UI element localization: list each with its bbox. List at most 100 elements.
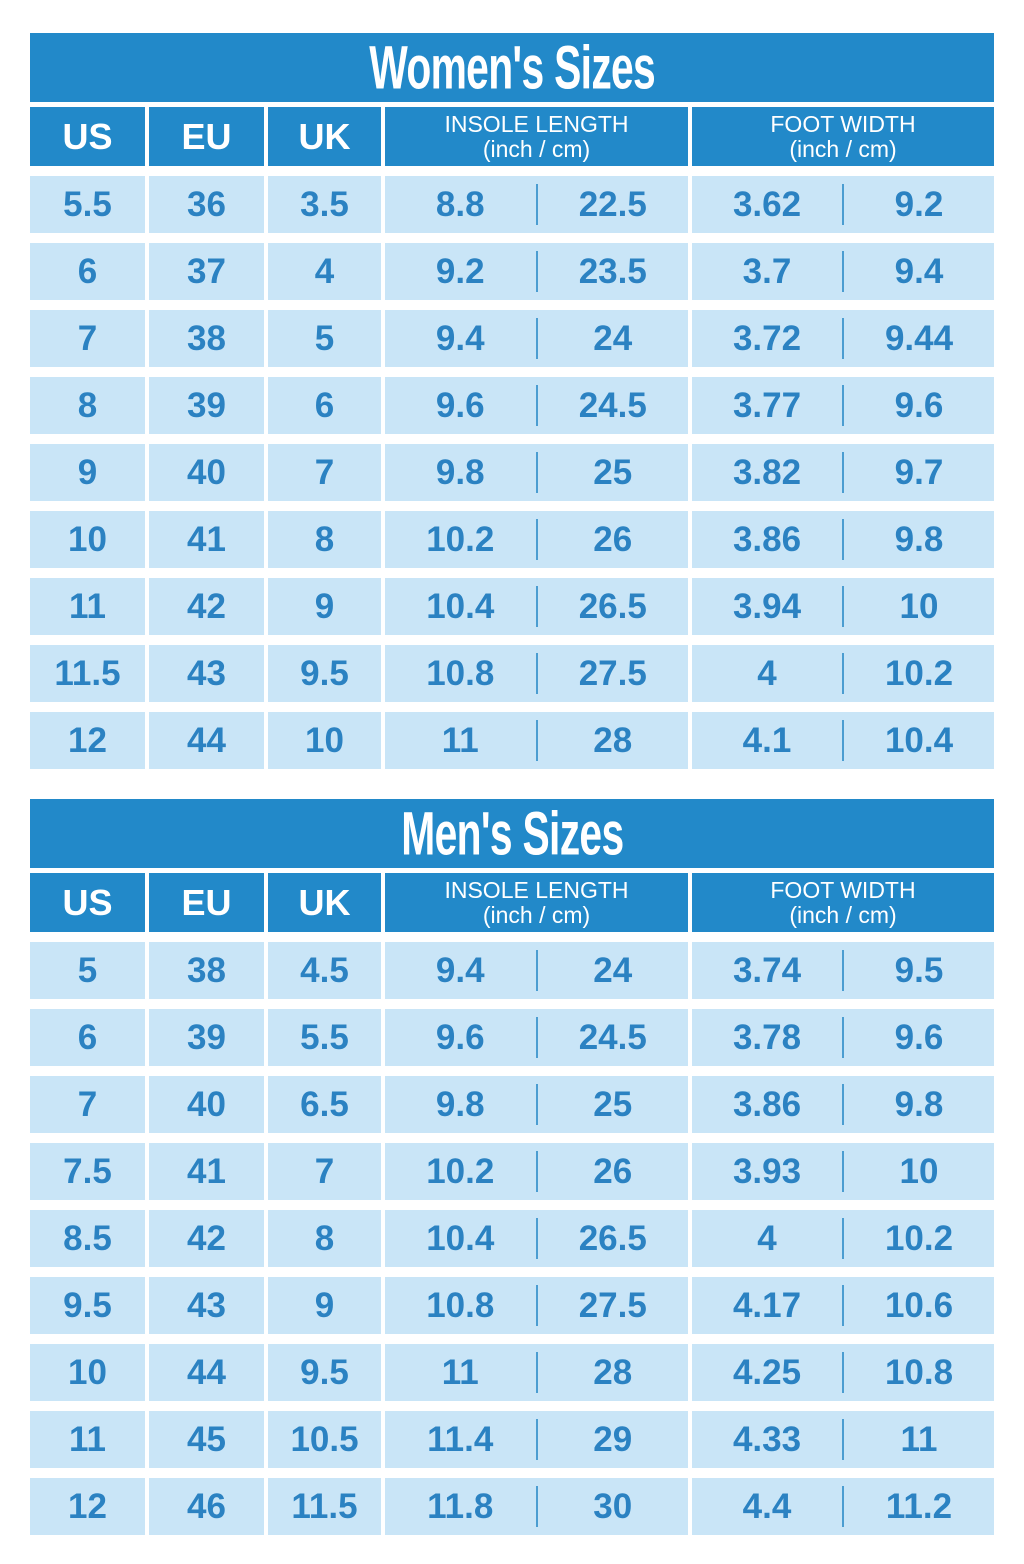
foot-width-cell: 3.93 10: [692, 1143, 994, 1200]
uk-size-cell: 6: [268, 377, 381, 434]
us-size-cell: 11: [30, 578, 145, 635]
insole-inch-value: 9.8: [435, 452, 485, 492]
width-cm-value: 10.2: [884, 653, 954, 693]
width-inch-value: 3.77: [732, 385, 802, 425]
insole-length-cell: 11 28: [385, 712, 688, 769]
cell-divider: [842, 250, 844, 293]
insole-cm-value: 24.5: [578, 385, 647, 425]
insole-length-cell: 9.8 25: [385, 444, 688, 501]
uk-size-cell: 5.5: [268, 1009, 381, 1066]
width-cm-value: 9.4: [894, 251, 944, 291]
width-inch-value: 3.72: [732, 318, 802, 358]
insole-cm-value: 28: [593, 1352, 633, 1392]
insole-inch-value: 11.4: [427, 1419, 494, 1459]
table-row: 10 44 9.5 11 28 4.25 10.8: [30, 1344, 994, 1401]
cell-divider: [842, 585, 844, 628]
insole-length-cell: 11.8 30: [385, 1478, 688, 1535]
width-inch-value: 3.78: [732, 1017, 802, 1057]
eu-column-header: EU: [149, 107, 264, 166]
us-size-cell: 8.5: [30, 1210, 145, 1267]
insole-length-cell: 9.4 24: [385, 942, 688, 999]
width-inch-value: 3.93: [732, 1151, 802, 1191]
width-cm-value: 9.8: [894, 519, 944, 559]
width-cm-value: 9.44: [884, 318, 954, 358]
insole-length-cell: 11 28: [385, 1344, 688, 1401]
insole-inch-value: 9.8: [435, 1084, 485, 1124]
cell-divider: [535, 949, 538, 992]
foot-width-cell: 3.62 9.2: [692, 176, 994, 233]
cell-divider: [535, 250, 538, 293]
insole-cm-value: 27.5: [578, 1285, 647, 1325]
insole-cm-value: 26: [593, 1151, 633, 1191]
foot-width-cell: 4.33 11: [692, 1411, 994, 1468]
insole-length-cell: 11.4 29: [385, 1411, 688, 1468]
table-row: 12 46 11.5 11.8 30 4.4 11.2: [30, 1478, 994, 1535]
mens-table-title-bar: Men's Sizes: [30, 799, 994, 868]
cell-divider: [535, 451, 538, 494]
width-inch-value: 3.94: [732, 586, 802, 626]
cell-divider: [535, 1217, 538, 1260]
width-cm-value: 9.7: [894, 452, 944, 492]
eu-size-cell: 44: [149, 712, 264, 769]
width-inch-value: 4: [757, 1218, 777, 1258]
uk-size-cell: 8: [268, 511, 381, 568]
foot-width-cell: 3.78 9.6: [692, 1009, 994, 1066]
insole-length-cell: 10.2 26: [385, 511, 688, 568]
cell-divider: [842, 451, 844, 494]
insole-inch-value: 10.8: [426, 653, 495, 693]
uk-size-cell: 9: [268, 1277, 381, 1334]
us-size-cell: 9.5: [30, 1277, 145, 1334]
insole-length-cell: 10.4 26.5: [385, 578, 688, 635]
eu-size-cell: 40: [149, 1076, 264, 1133]
cell-divider: [842, 1083, 844, 1126]
width-inch-value: 3.7: [742, 251, 792, 291]
width-cm-value: 11: [900, 1419, 938, 1459]
uk-size-cell: 4: [268, 243, 381, 300]
insole-length-cell: 9.2 23.5: [385, 243, 688, 300]
us-column-header: US: [30, 107, 145, 166]
womens-table-title: Women's Sizes: [369, 33, 655, 102]
insole-length-column-header: INSOLE LENGTH (inch / cm): [385, 873, 688, 932]
cell-divider: [842, 652, 844, 695]
insole-inch-value: 10.4: [426, 1218, 495, 1258]
insole-cm-value: 24: [593, 950, 633, 990]
width-cm-value: 10: [899, 1151, 939, 1191]
insole-cm-value: 24: [593, 318, 633, 358]
us-size-cell: 7: [30, 310, 145, 367]
eu-size-cell: 36: [149, 176, 264, 233]
cell-divider: [535, 652, 538, 695]
eu-size-cell: 40: [149, 444, 264, 501]
insole-inch-value: 10.2: [426, 1151, 495, 1191]
insole-inch-value: 10.8: [426, 1285, 495, 1325]
cell-divider: [842, 1485, 844, 1528]
uk-size-cell: 5: [268, 310, 381, 367]
cell-divider: [535, 384, 538, 427]
foot-width-cell: 3.86 9.8: [692, 1076, 994, 1133]
width-inch-value: 4.4: [742, 1486, 792, 1526]
uk-size-cell: 10.5: [268, 1411, 381, 1468]
width-cm-value: 10.8: [884, 1352, 954, 1392]
mens-table-rows: 5 38 4.5 9.4 24 3.74 9.5 6 39 5.5 9.6 24.5 3.78 9.6 7 4…: [30, 942, 994, 1535]
us-size-cell: 7: [30, 1076, 145, 1133]
width-inch-value: 4.1: [742, 720, 792, 760]
eu-size-cell: 43: [149, 645, 264, 702]
cell-divider: [842, 1284, 844, 1327]
us-size-cell: 11: [30, 1411, 145, 1468]
us-size-cell: 7.5: [30, 1143, 145, 1200]
mens-table-title: Men's Sizes: [400, 799, 624, 868]
insole-inch-value: 11: [441, 720, 479, 760]
cell-divider: [842, 384, 844, 427]
uk-size-cell: 4.5: [268, 942, 381, 999]
width-inch-value: 3.62: [732, 184, 802, 224]
width-cm-value: 10.4: [884, 720, 954, 760]
insole-inch-value: 9.2: [435, 251, 485, 291]
us-size-cell: 12: [30, 1478, 145, 1535]
womens-table-title-bar: Women's Sizes: [30, 33, 994, 102]
width-cm-value: 9.2: [894, 184, 944, 224]
eu-size-cell: 43: [149, 1277, 264, 1334]
insole-cm-value: 24.5: [578, 1017, 647, 1057]
eu-size-cell: 39: [149, 377, 264, 434]
us-column-header: US: [30, 873, 145, 932]
uk-size-cell: 7: [268, 1143, 381, 1200]
cell-divider: [535, 183, 538, 226]
